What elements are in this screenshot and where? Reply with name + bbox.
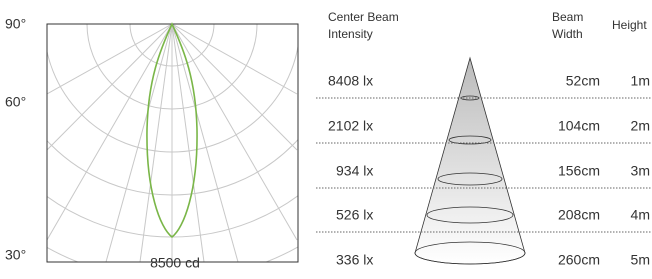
intensity: 526 lx: [336, 207, 373, 223]
beam-width: 104cm: [558, 118, 600, 134]
beam-cone: [415, 58, 525, 264]
angle-label: 30°: [5, 247, 26, 263]
beam-width: 52cm: [566, 73, 600, 89]
beam-width: 208cm: [558, 207, 600, 223]
photometric-diagram: 90° 60° 30° 8500 cd Center BeamIntensity…: [0, 0, 652, 274]
header: Height: [612, 18, 647, 32]
angle-label: 90°: [5, 16, 26, 32]
beam-width: 260cm: [558, 252, 600, 268]
height: 4m: [631, 207, 650, 223]
height: 5m: [631, 252, 650, 268]
intensity: 934 lx: [336, 163, 373, 179]
height: 2m: [631, 118, 650, 134]
height: 1m: [631, 73, 650, 89]
scale-label: 8500 cd: [150, 255, 200, 271]
intensity: 2102 lx: [328, 118, 373, 134]
intensity: 8408 lx: [328, 73, 373, 89]
angle-label: 60°: [5, 94, 26, 110]
intensity: 336 lx: [336, 252, 373, 268]
height: 3m: [631, 163, 650, 179]
beam-width: 156cm: [558, 163, 600, 179]
